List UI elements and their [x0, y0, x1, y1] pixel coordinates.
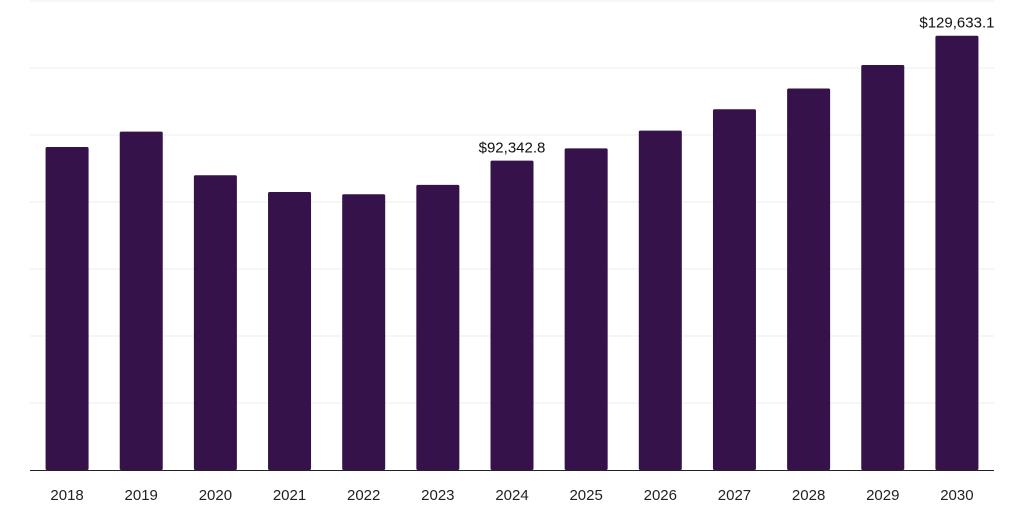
bar-2020: [193, 175, 237, 470]
x-tick-label: 2022: [347, 487, 380, 504]
x-tick-label: 2025: [569, 487, 602, 504]
x-tick-label: 2027: [718, 487, 751, 504]
bar-2029: [861, 64, 905, 471]
bars: [45, 35, 979, 471]
x-axis-ticks: 2018 2019 2020 2021 2022 2023 2024 2025 2026 2027…: [50, 487, 973, 504]
bar-2021: [268, 191, 312, 470]
bar-2022: [342, 194, 386, 471]
bar-2030: [935, 35, 979, 470]
x-tick-label: 2030: [940, 487, 973, 504]
bar-2026: [638, 130, 682, 470]
bar-2023: [416, 184, 460, 471]
x-tick-label: 2018: [50, 487, 83, 504]
x-tick-label: 2029: [866, 487, 899, 504]
x-tick-label: 2024: [495, 487, 528, 504]
x-tick-label: 2023: [421, 487, 454, 504]
x-tick-label: 2019: [125, 487, 158, 504]
data-label-2030: $129,633.1: [919, 15, 994, 32]
data-label-2024: $92,342.8: [479, 140, 546, 157]
x-tick-label: 2020: [199, 487, 232, 504]
bar-2028: [787, 88, 831, 470]
x-tick-label: 2026: [644, 487, 677, 504]
bar-2025: [564, 148, 608, 470]
bar-2018: [45, 147, 89, 470]
data-labels: $92,342.8 $129,633.1: [479, 15, 995, 157]
x-tick-label: 2021: [273, 487, 306, 504]
bar-2027: [712, 109, 756, 471]
bar-2019: [119, 131, 163, 470]
x-tick-label: 2028: [792, 487, 825, 504]
bar-2024: [490, 160, 534, 470]
